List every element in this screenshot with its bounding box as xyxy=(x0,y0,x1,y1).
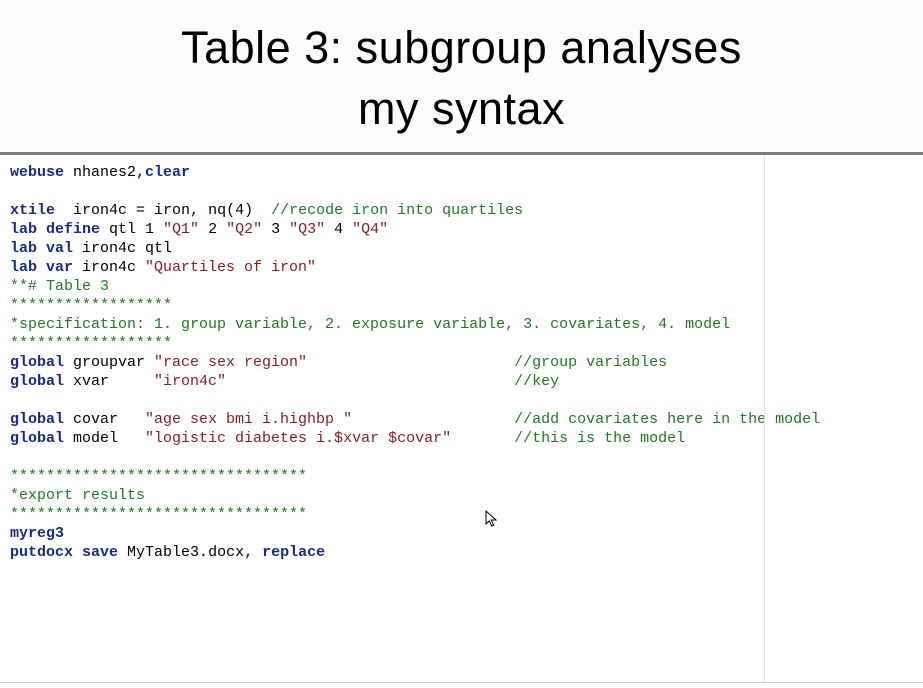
code-token: "Q1" xyxy=(163,221,199,238)
code-token: ,clear xyxy=(136,164,190,181)
code-token: model xyxy=(73,430,145,447)
code-token: //recode iron into quartiles xyxy=(271,202,523,219)
code-token: ********************************* xyxy=(10,468,307,485)
code-token: lab var xyxy=(10,259,82,276)
code-token: ) xyxy=(244,202,271,219)
code-token: global xyxy=(10,411,73,428)
code-block: webuse nhanes2,clear xtile iron4c = iron… xyxy=(10,163,913,562)
code-token: covar xyxy=(73,411,145,428)
title-line-1: Table 3: subgroup analyses xyxy=(181,22,742,73)
code-token: global xyxy=(10,354,73,371)
slide-title: Table 3: subgroup analyses my syntax xyxy=(0,0,923,140)
code-token: //key xyxy=(514,373,559,390)
code-token: ********************************* xyxy=(10,506,307,523)
code-token: iron4c qtl xyxy=(82,240,172,257)
code-token: docx xyxy=(208,544,244,561)
title-line-2: my syntax xyxy=(358,83,565,134)
code-token: xtile xyxy=(10,202,73,219)
code-token: 4 xyxy=(235,202,244,219)
code-token: //group variables xyxy=(514,354,667,371)
code-token: //add covariates here in the model xyxy=(514,411,820,428)
code-token: webuse xyxy=(10,164,73,181)
code-token: iron4c xyxy=(73,202,136,219)
code-token: 3 xyxy=(262,221,289,238)
code-token xyxy=(226,373,514,390)
code-token: 2 xyxy=(199,221,226,238)
code-token: . xyxy=(199,544,208,561)
code-token: ( xyxy=(226,202,235,219)
code-token: global xyxy=(10,430,73,447)
code-token: lab val xyxy=(10,240,82,257)
code-token: *export results xyxy=(10,487,145,504)
code-token: ****************** xyxy=(10,335,172,352)
code-token: ****************** xyxy=(10,297,172,314)
code-token: qtl 1 xyxy=(109,221,163,238)
code-token: groupvar xyxy=(73,354,154,371)
code-token: 4 xyxy=(325,221,352,238)
code-token: xvar xyxy=(73,373,154,390)
code-token: "race sex region" xyxy=(154,354,307,371)
code-token: "Q4" xyxy=(352,221,388,238)
code-token xyxy=(352,411,514,428)
code-token: //this is the model xyxy=(514,430,685,447)
code-token: nq xyxy=(208,202,226,219)
code-token: "Q3" xyxy=(289,221,325,238)
code-token: iron4c xyxy=(82,259,145,276)
code-token: "Q2" xyxy=(226,221,262,238)
code-token: **# Table 3 xyxy=(10,278,109,295)
code-token xyxy=(307,354,514,371)
code-token: "iron4c" xyxy=(154,373,226,390)
code-token: MyTable3 xyxy=(127,544,199,561)
code-token: "age sex bmi i.highbp " xyxy=(145,411,352,428)
code-token: , xyxy=(190,202,208,219)
code-token: nhanes2 xyxy=(73,164,136,181)
code-token: *specification: 1. group variable, 2. ex… xyxy=(10,316,730,333)
code-token: "Quartiles of iron" xyxy=(145,259,316,276)
code-token: = xyxy=(136,202,154,219)
code-token: , replace xyxy=(244,544,325,561)
code-token: myreg3 xyxy=(10,525,64,542)
code-token: iron xyxy=(154,202,190,219)
code-token: global xyxy=(10,373,73,390)
code-token: lab define xyxy=(10,221,109,238)
code-token: "logistic diabetes i.$xvar $covar" xyxy=(145,430,451,447)
code-editor-panel: webuse nhanes2,clear xtile iron4c = iron… xyxy=(0,152,923,683)
code-token: putdocx save xyxy=(10,544,127,561)
code-token xyxy=(451,430,514,447)
